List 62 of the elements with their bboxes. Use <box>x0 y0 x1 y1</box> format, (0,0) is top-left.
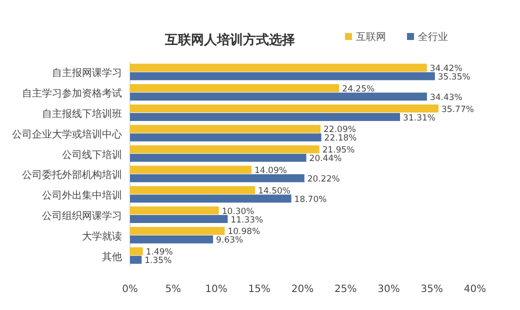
data-label: 1.49% <box>146 248 173 258</box>
legend-label: 互联网 <box>356 31 386 43</box>
x-tick-label: 25% <box>334 284 357 295</box>
data-label: 14.09% <box>254 166 287 176</box>
x-tick-label: 20% <box>291 284 314 295</box>
y-tick-label: 自主学习参加资格考试 <box>22 88 122 100</box>
bar <box>130 113 400 121</box>
x-tick-label: 35% <box>420 284 443 295</box>
y-tick-label: 公司外出集中培训 <box>42 190 122 202</box>
x-tick-label: 0% <box>122 284 138 295</box>
data-label: 9.63% <box>216 236 244 246</box>
bar <box>130 215 228 223</box>
y-tick-label: 自主报网课学习 <box>52 67 122 80</box>
y-tick-label: 公司企业大学或培训中心 <box>12 128 122 140</box>
data-label: 10.98% <box>228 227 260 238</box>
y-tick-label: 公司委托外部机构培训 <box>22 169 122 182</box>
data-label: 24.25% <box>342 84 375 94</box>
legend-label: 全行业 <box>418 31 448 43</box>
bar <box>130 154 306 162</box>
data-label: 18.70% <box>294 194 327 205</box>
bar <box>130 84 340 92</box>
bar <box>130 174 304 182</box>
y-tick-label: 自主报线下培训班 <box>42 108 122 120</box>
data-label: 14.50% <box>258 186 290 196</box>
bar <box>130 64 427 72</box>
data-label: 35.77% <box>442 104 474 115</box>
data-label: 20.22% <box>307 174 340 184</box>
bar <box>130 104 439 112</box>
x-tick-label: 5% <box>165 284 182 295</box>
bar <box>130 72 435 80</box>
y-tick-label: 公司线下培训 <box>62 148 122 161</box>
bar <box>130 166 252 174</box>
data-label: 34.42% <box>430 64 462 74</box>
x-tick-label: 10% <box>205 284 228 295</box>
bar <box>130 247 143 256</box>
bar <box>130 133 322 142</box>
bar <box>130 226 225 235</box>
data-label: 31.31% <box>403 113 436 124</box>
chart-title: 互联网人培训方式选择 <box>164 32 295 48</box>
y-tick-label: 公司组织网课学习 <box>42 210 122 222</box>
data-label: 1.35% <box>144 256 172 266</box>
bar <box>130 145 320 154</box>
y-tick-label: 其他 <box>102 250 122 263</box>
data-label: 20.44% <box>309 154 342 164</box>
bar <box>130 92 427 101</box>
bar <box>130 206 219 214</box>
x-tick-label: 40% <box>464 284 486 295</box>
data-label: 21.95% <box>322 146 355 156</box>
bar <box>130 124 321 133</box>
data-label: 35.35% <box>438 72 470 82</box>
bar <box>130 235 214 244</box>
data-label: 11.33% <box>230 215 264 226</box>
y-tick-label: 大学就读 <box>82 230 122 242</box>
bar <box>130 256 142 264</box>
data-label: 10.30% <box>222 206 254 217</box>
data-label: 34.43% <box>430 92 462 103</box>
bar <box>130 186 256 194</box>
x-tick-label: 30% <box>378 284 400 295</box>
x-tick-label: 15% <box>248 284 270 295</box>
data-label: 22.09% <box>324 125 356 136</box>
bar <box>130 194 292 203</box>
data-label: 22.18% <box>324 134 357 144</box>
